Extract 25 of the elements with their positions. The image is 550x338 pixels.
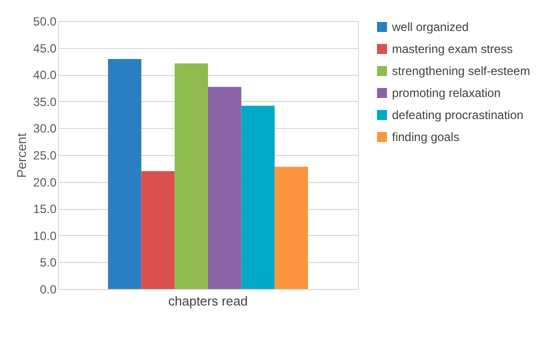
bar	[241, 106, 275, 289]
bar	[208, 86, 242, 289]
legend-label: defeating procrastination	[392, 108, 524, 122]
legend-label: strengthening self-esteem	[392, 64, 530, 78]
y-tick-label: 5.0	[40, 256, 57, 270]
y-tick-label: 0.0	[40, 282, 57, 296]
bar	[274, 166, 308, 289]
y-tick-label: 30.0	[33, 122, 57, 136]
legend-label: mastering exam stress	[392, 42, 513, 56]
x-tick-label: chapters read	[168, 294, 248, 308]
y-tick-label: 45.0	[33, 41, 57, 56]
bar	[108, 59, 142, 289]
y-tick-label: 10.0	[33, 228, 57, 243]
y-tick-label: 50.0	[33, 14, 57, 28]
y-tick-label: 15.0	[33, 202, 57, 216]
y-tick-label: 35.0	[33, 94, 57, 109]
y-axis-title: Percent	[14, 132, 30, 178]
legend-label: promoting relaxation	[392, 86, 501, 100]
y-tick-label: 40.0	[33, 68, 57, 82]
bar	[141, 171, 175, 289]
y-tick-label: 25.0	[33, 148, 57, 162]
bar	[174, 63, 208, 289]
y-tick-label: 20.0	[33, 175, 57, 190]
legend-label: finding goals	[392, 130, 460, 144]
legend-label: well organized	[391, 20, 469, 34]
